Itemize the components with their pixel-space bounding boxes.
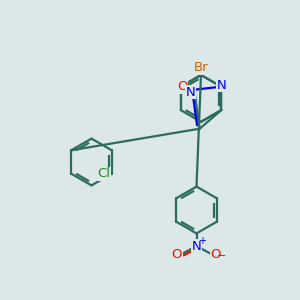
Text: O: O	[172, 248, 182, 262]
Text: Cl: Cl	[97, 167, 110, 180]
Text: N: N	[192, 239, 201, 253]
Text: O: O	[211, 248, 221, 262]
Text: −: −	[217, 251, 227, 262]
Text: Br: Br	[194, 61, 208, 74]
Text: N: N	[216, 79, 226, 92]
Text: +: +	[198, 236, 206, 246]
Text: N: N	[186, 85, 196, 99]
Text: O: O	[177, 80, 188, 93]
